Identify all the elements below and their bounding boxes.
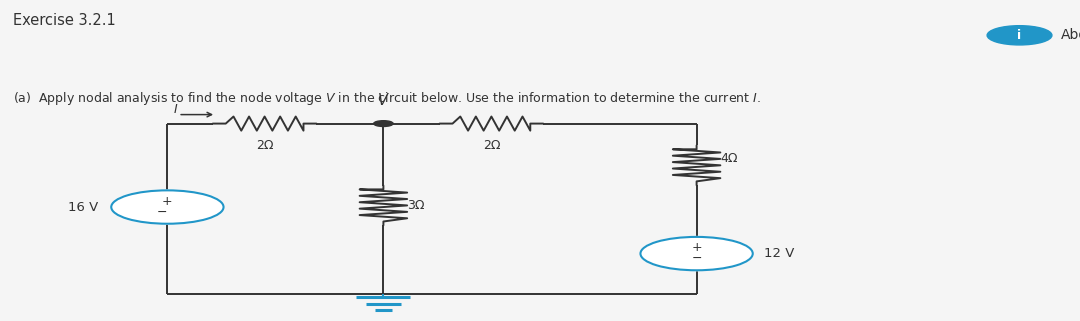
Text: 12 V: 12 V: [764, 247, 794, 260]
Circle shape: [987, 26, 1052, 45]
Text: 16 V: 16 V: [68, 201, 98, 213]
Text: About: About: [1061, 28, 1080, 42]
Text: 4Ω: 4Ω: [720, 152, 738, 165]
Text: i: i: [1017, 29, 1022, 42]
Circle shape: [640, 237, 753, 270]
Text: −: −: [691, 252, 702, 265]
Text: 3Ω: 3Ω: [407, 199, 424, 212]
Text: 2Ω: 2Ω: [483, 139, 500, 152]
Text: $V$: $V$: [377, 91, 390, 108]
Text: +: +: [162, 195, 173, 208]
Text: −: −: [157, 206, 167, 219]
Text: $I$: $I$: [174, 103, 178, 116]
Text: 2Ω: 2Ω: [256, 139, 273, 152]
Circle shape: [111, 190, 224, 224]
Text: +: +: [691, 241, 702, 254]
Text: Exercise 3.2.1: Exercise 3.2.1: [13, 13, 116, 28]
Text: (a)  Apply nodal analysis to find the node voltage $V$ in the circuit below. Use: (a) Apply nodal analysis to find the nod…: [13, 90, 761, 107]
Circle shape: [374, 121, 393, 126]
